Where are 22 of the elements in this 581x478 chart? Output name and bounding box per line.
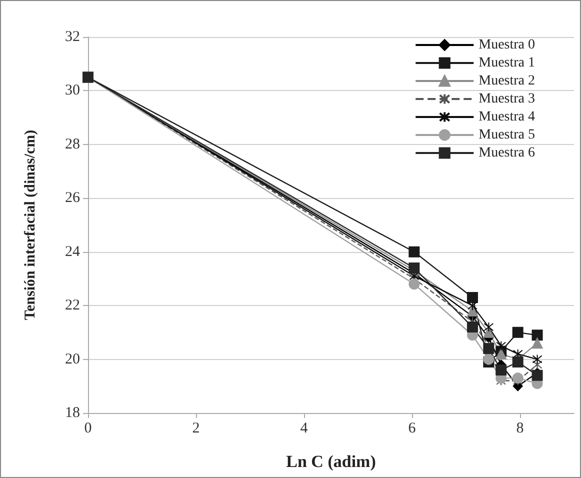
- x-tick-label: 4: [300, 420, 308, 436]
- x-tick-label: 0: [84, 420, 92, 436]
- legend-label: Muestra 2: [478, 74, 536, 88]
- y-tick-label: 22: [65, 298, 80, 314]
- y-tick-label: 26: [65, 190, 80, 206]
- x-tick-label: 2: [192, 420, 200, 436]
- legend-label: Muestra 5: [478, 128, 536, 142]
- x-tick-label: 6: [408, 420, 416, 436]
- y-tick-label: 32: [65, 29, 80, 45]
- y-tick-label: 28: [65, 136, 80, 152]
- legend-label: Muestra 0: [478, 38, 536, 52]
- y-tick-label: 18: [65, 405, 80, 421]
- y-tick-label: 20: [65, 351, 80, 368]
- x-tick-label: 8: [516, 420, 524, 436]
- y-tick-label: 24: [65, 244, 80, 260]
- legend-label: Muestra 4: [478, 110, 536, 124]
- legend-label: Muestra 3: [478, 92, 536, 106]
- x-axis-title: Ln C (adim): [286, 452, 376, 471]
- legend-label: Muestra 6: [478, 146, 536, 160]
- y-axis-title: Tensión interfacial (dinas/cm): [22, 130, 38, 320]
- legend-label: Muestra 1: [478, 56, 536, 70]
- y-tick-label: 30: [65, 82, 80, 99]
